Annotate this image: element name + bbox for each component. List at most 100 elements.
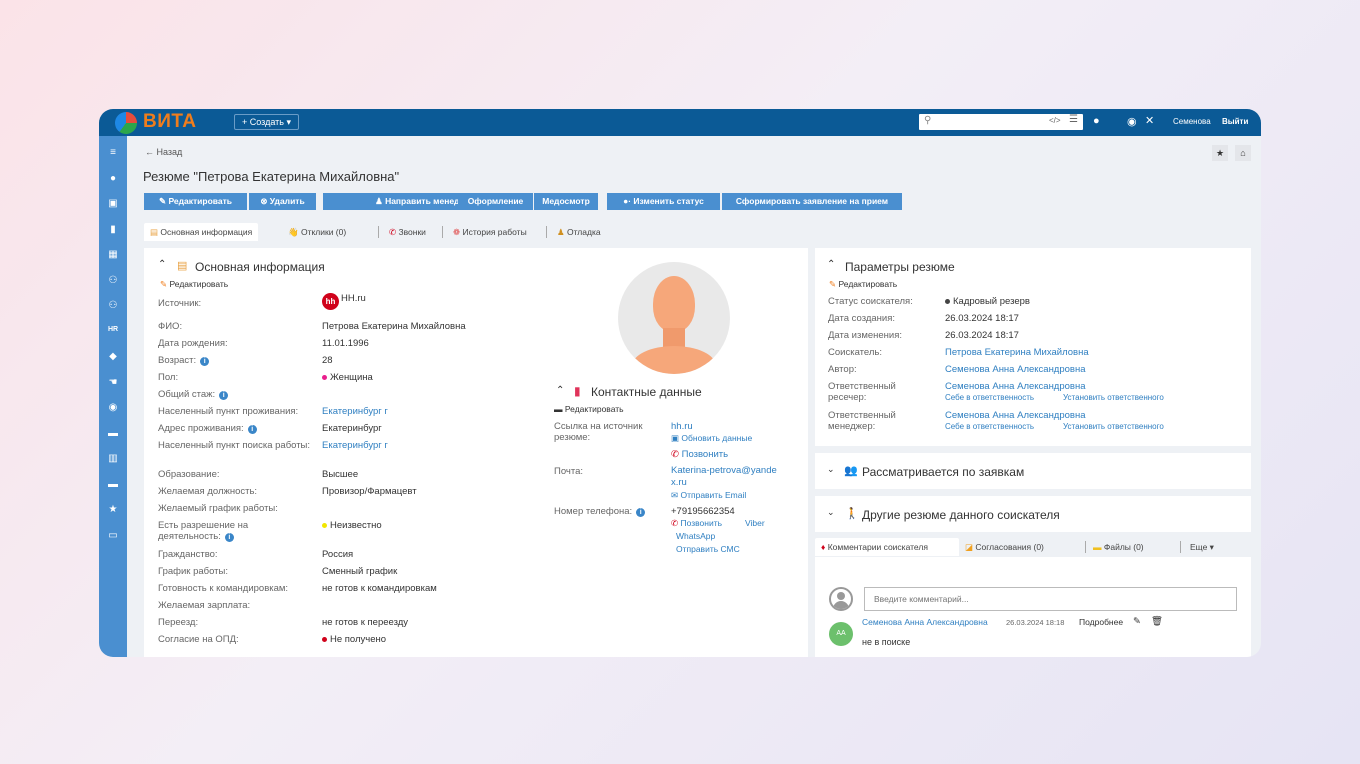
bottom-tab-0[interactable]: ♦ Комментарии соискателя bbox=[815, 538, 959, 556]
tab-label: Файлы (0) bbox=[1103, 542, 1144, 552]
refresh-label: Обновить данные bbox=[681, 433, 753, 443]
label-text: Переезд: bbox=[158, 617, 199, 628]
logout-link[interactable]: Выйти bbox=[1222, 117, 1249, 126]
bottom-tab-1[interactable]: ◪ Согласования (0) bbox=[959, 538, 1087, 556]
users-icon[interactable]: ⚇ bbox=[108, 274, 118, 286]
phone-call-link[interactable]: ✆ Позвонить bbox=[671, 518, 722, 529]
author-link[interactable]: Семенова Анна Александровна bbox=[945, 364, 1086, 375]
menu-icon[interactable]: ≡ bbox=[110, 147, 116, 158]
contacts-edit-link[interactable]: ▬ Редактировать bbox=[554, 404, 624, 414]
field-value: Женщина bbox=[322, 372, 373, 383]
star-icon[interactable]: ★ bbox=[1212, 145, 1228, 161]
hidden-eye-icon[interactable]: ◉ bbox=[1127, 116, 1137, 128]
comment-author[interactable]: Семенова Анна Александровна bbox=[862, 617, 988, 627]
star-icon[interactable]: ★ bbox=[108, 504, 118, 515]
tab-4[interactable]: ♟ Отладка bbox=[551, 223, 607, 241]
info-icon[interactable]: i bbox=[636, 508, 646, 517]
phone-label: Номер телефона: i bbox=[554, 506, 646, 517]
email-link[interactable]: Katerina-petrova@yandex.ru bbox=[671, 465, 777, 488]
label-text: Населенный пункт проживания: bbox=[158, 406, 299, 417]
bottom-tab-2[interactable]: ▬ Файлы (0) bbox=[1087, 538, 1184, 556]
button-label: Оформление bbox=[467, 196, 524, 206]
info-icon[interactable]: ● bbox=[1093, 115, 1100, 127]
tab-icon: ▤ bbox=[150, 227, 161, 237]
tab-1[interactable]: 👋 Отклики (0) bbox=[282, 223, 352, 241]
self-assign-link[interactable]: Себе в ответственность bbox=[945, 393, 1035, 402]
comment-more-link[interactable]: Подробнее bbox=[1079, 617, 1124, 627]
hr-icon[interactable]: HR bbox=[107, 325, 119, 333]
logo[interactable]: ВИТА bbox=[143, 111, 197, 132]
other-resumes-section[interactable]: ⌄ 🚶 Другие резюме данного соискателя bbox=[815, 496, 1251, 532]
params-title: Параметры резюме bbox=[845, 260, 955, 274]
team-icon[interactable]: ⚇ bbox=[108, 300, 118, 311]
candidate-label: Соискатель: bbox=[828, 347, 882, 358]
user-circle-icon[interactable]: ● bbox=[109, 172, 117, 184]
home-icon[interactable]: ⌂ bbox=[1235, 145, 1251, 161]
field-value[interactable]: Екатеринбург г bbox=[322, 406, 388, 417]
trash-icon[interactable]: 🗑 bbox=[1151, 616, 1164, 627]
set-responsible-link[interactable]: Установить ответственного bbox=[1063, 393, 1164, 402]
requests-section[interactable]: ⌄ 👥 Рассматривается по заявкам bbox=[815, 453, 1251, 489]
info-icon[interactable]: i bbox=[219, 391, 229, 400]
delete-button[interactable]: ⊗ Удалить bbox=[249, 193, 316, 210]
medical-button[interactable]: Медосмотр bbox=[534, 193, 598, 210]
bottom-tab-3[interactable]: Еще ▾ bbox=[1184, 538, 1244, 556]
set-responsible-link[interactable]: Установить ответственного bbox=[1063, 422, 1164, 431]
open-book-icon[interactable]: ▭ bbox=[108, 529, 118, 541]
create-application-button[interactable]: Сформировать заявление на прием bbox=[722, 193, 902, 210]
call-link[interactable]: ✆ Позвонить bbox=[671, 449, 728, 460]
change-status-button[interactable]: ●· Изменить статус bbox=[607, 193, 720, 210]
document-icon[interactable]: ▬ bbox=[108, 427, 118, 439]
collapse-icon[interactable]: ⌃ bbox=[556, 385, 565, 396]
label-text: Образование: bbox=[158, 469, 220, 480]
dashboard-icon[interactable]: ▣ bbox=[108, 198, 118, 209]
pencil-icon: ✎ bbox=[829, 279, 837, 289]
field-label: Желаемая зарплата: bbox=[158, 600, 313, 611]
search-input[interactable]: ⚲ </> ☰ bbox=[919, 114, 1083, 130]
back-link[interactable]: ← Назад bbox=[145, 147, 183, 157]
collapse-icon[interactable]: ⌃ bbox=[158, 259, 167, 270]
filter-icon[interactable]: ☰ bbox=[1069, 114, 1078, 125]
file-icon[interactable]: ▬ bbox=[108, 478, 118, 490]
info-icon[interactable]: i bbox=[200, 357, 210, 366]
edit-pencil-icon[interactable]: ✎ bbox=[1133, 616, 1141, 627]
user-name[interactable]: Семенова bbox=[1173, 117, 1211, 126]
collapse-icon[interactable]: ⌃ bbox=[827, 259, 836, 270]
viber-link[interactable]: Viber bbox=[745, 518, 765, 528]
button-label: Редактировать bbox=[168, 196, 233, 206]
library-icon[interactable]: ▥ bbox=[108, 453, 118, 464]
hand-icon[interactable]: ☚ bbox=[108, 376, 118, 388]
create-button[interactable]: + Создать ▾ bbox=[234, 114, 299, 130]
whatsapp-link[interactable]: WhatsApp bbox=[676, 531, 716, 541]
code-icon[interactable]: </> bbox=[1049, 116, 1061, 125]
comment-input[interactable] bbox=[864, 587, 1237, 611]
field-value[interactable]: Екатеринбург г bbox=[322, 440, 388, 451]
grid-icon[interactable]: ▦ bbox=[108, 249, 118, 260]
send-email-link[interactable]: ✉ Отправить Email bbox=[671, 490, 747, 500]
tools-icon[interactable]: ✕ bbox=[1145, 115, 1155, 127]
tab-2[interactable]: ✆ Звонки bbox=[383, 223, 432, 241]
user-avatar-placeholder bbox=[829, 587, 853, 611]
tab-3[interactable]: ❁ История работы bbox=[447, 223, 533, 241]
researcher-link[interactable]: Семенова Анна Александровна bbox=[945, 381, 1086, 392]
send-sms-link[interactable]: Отправить СМС bbox=[676, 544, 740, 554]
params-edit-link[interactable]: ✎ Редактировать bbox=[829, 279, 897, 290]
edit-button[interactable]: ✎ Редактировать bbox=[144, 193, 247, 210]
eye-icon[interactable]: ◉ bbox=[108, 402, 118, 413]
self-assign-link[interactable]: Себе в ответственность bbox=[945, 422, 1035, 431]
expand-icon[interactable]: ⌄ bbox=[827, 507, 835, 517]
button-label: Сформировать заявление на прием bbox=[735, 196, 889, 206]
tab-icon: 👋 bbox=[288, 227, 301, 237]
candidate-link[interactable]: Петрова Екатерина Михайловна bbox=[945, 347, 1089, 358]
expand-icon[interactable]: ⌄ bbox=[827, 464, 835, 474]
onboarding-button[interactable]: Оформление bbox=[458, 193, 533, 210]
edit-link[interactable]: ✎ Редактировать bbox=[160, 279, 228, 290]
book-icon[interactable]: ▮ bbox=[110, 223, 116, 235]
info-icon[interactable]: i bbox=[224, 533, 234, 542]
source-link[interactable]: hh.ru bbox=[671, 421, 693, 432]
tab-0[interactable]: ▤ Основная информация bbox=[144, 223, 259, 241]
refresh-data-link[interactable]: ▣ Обновить данные bbox=[671, 433, 753, 443]
manager-link[interactable]: Семенова Анна Александровна bbox=[945, 410, 1086, 421]
ticket-icon[interactable]: ◆ bbox=[109, 351, 117, 362]
info-icon[interactable]: i bbox=[247, 425, 257, 434]
